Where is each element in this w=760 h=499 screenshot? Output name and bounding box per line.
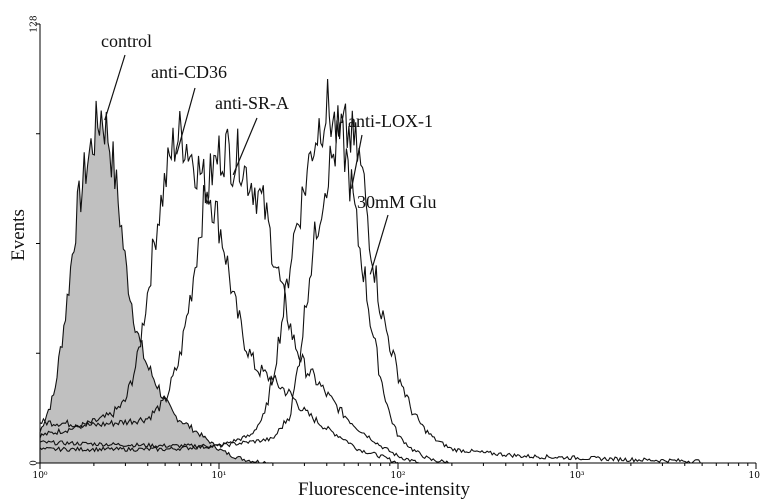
y-ticks: 0 128	[30, 15, 40, 466]
x-tick-label: 10²	[390, 471, 405, 481]
annotation-label-anti-lox-1: anti-LOX-1	[348, 111, 433, 131]
x-tick-label: 10⁴	[748, 471, 760, 481]
x-tick-label: 10¹	[211, 471, 226, 481]
x-tick-label: 10⁰	[32, 471, 47, 481]
series-line-anti-sr-a	[39, 128, 419, 464]
annotation-pointer-anti-lox-1	[350, 134, 363, 189]
series-fill-control	[39, 100, 273, 464]
annotation-pointer-control	[104, 54, 126, 121]
axes: 10⁰ 10¹ 10² 10³ 10⁴ 0 128	[30, 15, 760, 481]
x-axis-title: Fluorescence-intensity	[298, 479, 471, 499]
annotation-pointer-30mm-glu	[369, 214, 389, 275]
plot-area	[39, 78, 703, 464]
annotation-label-control: control	[101, 31, 152, 51]
series-lines	[39, 78, 703, 464]
series-line-anti-lox-1	[39, 78, 452, 464]
y-tick-label: 128	[30, 15, 40, 32]
y-tick-label: 0	[30, 460, 40, 466]
series-fills	[39, 100, 273, 464]
annotation-label-anti-cd36: anti-CD36	[151, 62, 227, 82]
annotation-pointer-anti-sr-a	[232, 117, 258, 176]
annotation-label-30mm-glu: 30mM Glu	[357, 192, 437, 212]
series-line-anti-cd36	[39, 110, 399, 464]
annotation-pointer-anti-cd36	[176, 87, 196, 155]
annotation-label-anti-sr-a: anti-SR-A	[215, 93, 289, 113]
x-tick-label: 10³	[569, 471, 584, 481]
series-line-30mm-glu	[39, 103, 703, 464]
y-axis-title: Events	[8, 209, 29, 261]
annotations: control anti-CD36 anti-SR-A anti-LOX-1 30mM …	[101, 31, 437, 275]
x-ticks: 10⁰ 10¹ 10² 10³ 10⁴	[32, 463, 760, 481]
